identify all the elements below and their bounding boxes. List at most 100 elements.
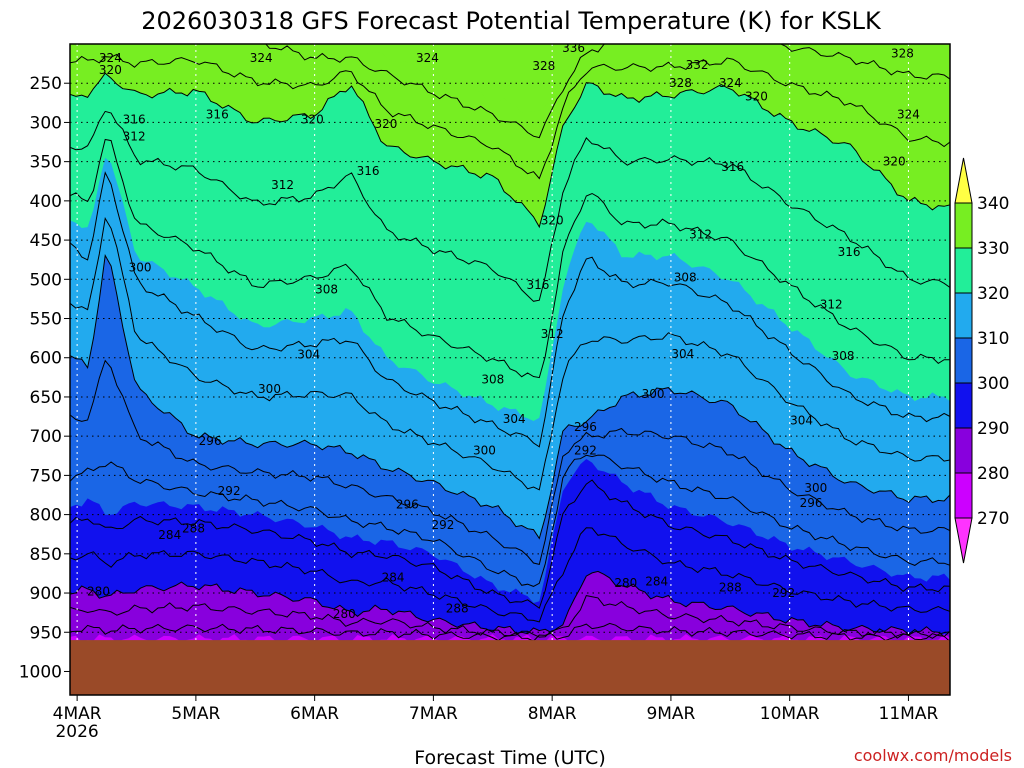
y-tick-label: 300 — [30, 113, 62, 133]
isentrope-276 — [70, 595, 950, 639]
colorbar-segment — [954, 427, 973, 474]
colorbar-label: 320 — [977, 284, 1009, 304]
contour-label: 284 — [158, 528, 181, 542]
colorbar-segment — [954, 382, 973, 429]
isentrope-280 — [70, 570, 950, 638]
contour-label: 292 — [574, 443, 597, 457]
x-tick-label: 10MAR — [760, 704, 820, 724]
contour-label: 288 — [719, 581, 742, 595]
contour-label: 320 — [745, 90, 768, 104]
contour-label: 300 — [258, 382, 281, 396]
contour-label: 316 — [123, 112, 146, 126]
colorbar-segment — [954, 292, 973, 339]
y-tick-label: 1000 — [19, 662, 62, 682]
contour-label: 292 — [218, 484, 241, 498]
colorbar-segment — [954, 247, 973, 294]
contour-label: 300 — [473, 443, 496, 457]
y-tick-label: 450 — [30, 231, 62, 251]
contour-label: 308 — [832, 349, 855, 363]
contour-label: 312 — [541, 327, 564, 341]
contour-label: 324 — [250, 51, 273, 65]
x-tick-label: 8MAR — [528, 704, 577, 724]
contour-label: 296 — [199, 434, 222, 448]
contour-label: 336 — [562, 41, 585, 55]
contour-label: 316 — [357, 164, 380, 178]
y-tick-label: 750 — [30, 466, 62, 486]
isentrope-296 — [70, 359, 950, 566]
contour-label: 296 — [800, 496, 823, 510]
credit-link[interactable]: coolwx.com/models — [854, 746, 1012, 765]
colorbar-legend: 340 330 320 310 300 290 280 270 — [954, 157, 1009, 564]
contour-label: 288 — [182, 522, 205, 536]
isentrope-312 — [70, 138, 950, 379]
isentrope-316 — [70, 110, 950, 302]
colorbar-label: 340 — [977, 194, 1009, 214]
contour-label: 324 — [719, 76, 742, 90]
x-axis-label: Forecast Time (UTC) — [414, 747, 605, 768]
contour-label: 308 — [481, 373, 504, 387]
plot-frame — [69, 43, 951, 696]
x-tick-label: 11MAR — [879, 704, 939, 724]
colorbar-segment — [954, 337, 973, 384]
y-tick-label: 250 — [30, 74, 62, 94]
isentrope-284 — [70, 527, 950, 623]
y-tick-label: 850 — [30, 545, 62, 565]
contour-label: 328 — [669, 76, 692, 90]
y-tick-label: 500 — [30, 270, 62, 290]
contour-label: 280 — [87, 584, 110, 598]
contour-label: 304 — [503, 412, 526, 426]
y-tick-label: 550 — [30, 310, 62, 330]
x-tick-label: 9MAR — [646, 704, 695, 724]
contour-label: 300 — [129, 261, 152, 275]
contour-label: 316 — [526, 278, 549, 292]
contour-label: 316 — [721, 160, 744, 174]
contour-label: 304 — [671, 347, 694, 361]
contour-label: 292 — [431, 518, 454, 532]
isentrope-320 — [70, 72, 950, 229]
y-axis: 250 300 350 400 450 500 550 600 650 700 750 800 850 9… — [19, 74, 70, 682]
isentrope-324 — [70, 53, 950, 180]
colorbar-label: 290 — [977, 419, 1009, 439]
chart-title: 2026030318 GFS Forecast Potential Temper… — [141, 7, 882, 35]
ground-layer — [70, 640, 950, 695]
contour-label: 320 — [883, 155, 906, 169]
colorbar-label: 270 — [977, 509, 1009, 529]
contour-label: 284 — [382, 570, 405, 584]
colorbar-label: 330 — [977, 239, 1009, 259]
x-tick-label: 7MAR — [409, 704, 458, 724]
contour-label: 296 — [396, 497, 419, 511]
x-tick-sublabel: 2026 — [55, 722, 98, 742]
contour-label: 292 — [772, 586, 795, 600]
y-tick-label: 600 — [30, 349, 62, 369]
contour-label: 312 — [271, 178, 294, 192]
colorbar-label: 310 — [977, 329, 1009, 349]
contour-label: 324 — [416, 51, 439, 65]
colorbar-top-arrow — [954, 157, 973, 204]
y-tick-label: 700 — [30, 427, 62, 447]
colorbar-segment — [954, 472, 973, 519]
isentrope-308 — [70, 171, 950, 448]
isentrope-304 — [70, 216, 950, 491]
colorbar-bottom-arrow — [954, 517, 973, 564]
grid-lines — [70, 44, 950, 695]
contour-label: 324 — [99, 51, 122, 65]
ground-fill — [70, 640, 950, 695]
y-tick-label: 900 — [30, 584, 62, 604]
y-tick-label: 400 — [30, 192, 62, 212]
contour-label: 320 — [301, 112, 324, 126]
colorbar-segment — [954, 202, 973, 249]
contour-label: 320 — [374, 117, 397, 131]
contour-label: 320 — [99, 63, 122, 77]
contour-label: 280 — [333, 607, 356, 621]
contour-label: 328 — [891, 46, 914, 60]
y-tick-label: 950 — [30, 623, 62, 643]
contour-label: 324 — [897, 108, 920, 122]
isentrope-292 — [70, 454, 950, 587]
contour-label: 320 — [541, 213, 564, 227]
x-tick-label: 4MAR — [53, 704, 102, 724]
contour-label: 332 — [686, 58, 709, 72]
contour-label: 308 — [315, 282, 338, 296]
contour-label: 316 — [838, 245, 861, 259]
contour-label: 300 — [804, 481, 827, 495]
